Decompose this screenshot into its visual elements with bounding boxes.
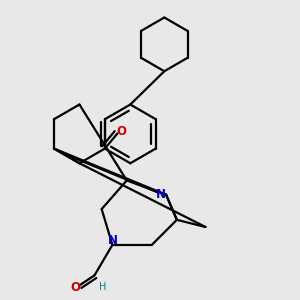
Text: H: H: [99, 282, 106, 292]
Text: O: O: [116, 125, 126, 138]
Text: N: N: [107, 234, 117, 247]
Text: N: N: [156, 188, 166, 201]
Text: O: O: [70, 280, 80, 294]
